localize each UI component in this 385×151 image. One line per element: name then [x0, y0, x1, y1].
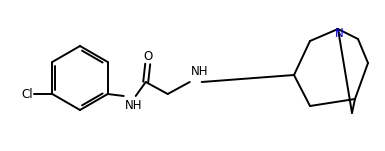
- Text: NH: NH: [191, 65, 208, 78]
- Text: NH: NH: [125, 99, 142, 112]
- Text: N: N: [335, 27, 343, 40]
- Text: O: O: [143, 50, 152, 63]
- Text: Cl: Cl: [22, 87, 33, 101]
